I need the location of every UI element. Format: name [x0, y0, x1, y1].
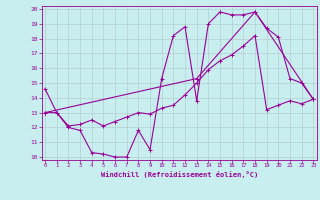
X-axis label: Windchill (Refroidissement éolien,°C): Windchill (Refroidissement éolien,°C)	[100, 171, 258, 178]
